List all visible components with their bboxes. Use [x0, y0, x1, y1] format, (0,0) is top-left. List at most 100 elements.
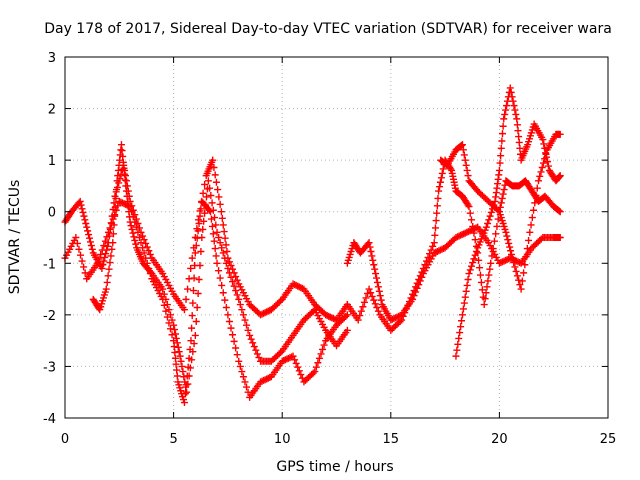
data-point — [419, 264, 427, 272]
data-point — [409, 290, 417, 298]
data-point — [495, 166, 503, 174]
series-track-7 — [437, 130, 564, 293]
data-point — [512, 267, 520, 275]
data-point — [497, 199, 505, 207]
data-point — [170, 321, 178, 329]
series-track-5 — [343, 156, 564, 334]
data-point — [467, 216, 475, 224]
data-point — [426, 250, 434, 258]
data-point — [490, 237, 498, 245]
data-point — [107, 252, 115, 260]
data-point — [496, 159, 504, 167]
data-point — [364, 289, 372, 297]
data-point — [458, 231, 466, 239]
series-track-3 — [89, 141, 351, 396]
data-point — [511, 106, 519, 114]
x-tick-label: 0 — [61, 432, 69, 447]
data-point — [401, 309, 409, 317]
data-point — [106, 259, 114, 267]
data-point — [224, 264, 232, 272]
data-point — [297, 371, 305, 379]
data-point — [277, 348, 285, 356]
data-point — [278, 357, 286, 365]
data-point — [176, 352, 184, 360]
data-point — [368, 292, 376, 300]
data-point — [103, 246, 111, 254]
data-point — [230, 337, 238, 345]
data-point — [132, 223, 140, 231]
data-point — [516, 144, 524, 152]
data-point — [188, 254, 196, 262]
data-point — [497, 152, 505, 160]
data-point — [424, 253, 432, 261]
data-point — [198, 198, 206, 206]
data-point — [86, 234, 94, 242]
data-point — [250, 343, 258, 351]
data-point — [238, 306, 246, 314]
data-point — [485, 216, 493, 224]
data-point — [513, 272, 521, 280]
data-point — [460, 299, 468, 307]
data-point — [183, 388, 191, 396]
chart-title: Day 178 of 2017, Sidereal Day-to-day VTE… — [44, 21, 612, 37]
data-point — [192, 317, 200, 325]
data-point — [208, 199, 216, 207]
data-point — [464, 201, 472, 209]
data-point — [500, 115, 508, 123]
data-point — [177, 357, 185, 365]
data-point — [83, 223, 91, 231]
data-point — [456, 329, 464, 337]
data-points — [61, 84, 564, 407]
data-point — [510, 102, 518, 110]
data-point — [84, 227, 92, 235]
data-point — [507, 88, 515, 96]
data-point — [430, 239, 438, 247]
data-point — [463, 281, 471, 289]
data-point — [466, 209, 474, 217]
data-point — [216, 274, 224, 282]
data-point — [502, 256, 510, 264]
data-point — [466, 227, 474, 235]
data-point — [526, 228, 534, 236]
data-point — [244, 326, 252, 334]
data-point — [493, 222, 501, 230]
data-point — [221, 234, 229, 242]
data-point — [180, 373, 188, 381]
data-point — [168, 331, 176, 339]
data-point — [118, 147, 126, 155]
data-point — [137, 228, 145, 236]
data-point — [523, 245, 531, 253]
data-point — [295, 367, 303, 375]
data-point — [72, 234, 80, 241]
data-point — [180, 399, 188, 407]
data-point — [111, 203, 119, 211]
data-point — [499, 190, 507, 198]
data-point — [412, 283, 420, 291]
data-point — [88, 245, 96, 253]
data-point — [129, 206, 137, 214]
data-point — [556, 234, 564, 241]
data-point — [247, 335, 255, 343]
data-point — [469, 259, 477, 267]
y-tick-label: 2 — [48, 103, 56, 118]
data-point — [366, 243, 374, 251]
data-point — [418, 268, 426, 276]
data-point — [325, 312, 333, 320]
data-point — [506, 84, 514, 92]
data-point — [181, 390, 189, 398]
data-point — [195, 275, 203, 283]
data-point — [206, 184, 214, 192]
data-point — [323, 312, 331, 320]
data-point — [246, 331, 254, 339]
data-point — [131, 236, 139, 244]
data-point — [131, 211, 139, 219]
data-point — [477, 278, 485, 286]
data-point — [189, 348, 197, 356]
data-point — [277, 297, 285, 305]
data-point — [199, 189, 207, 197]
data-point — [236, 301, 244, 309]
data-point — [194, 289, 202, 297]
data-point — [373, 278, 381, 286]
data-point — [117, 198, 125, 206]
data-point — [260, 309, 268, 317]
